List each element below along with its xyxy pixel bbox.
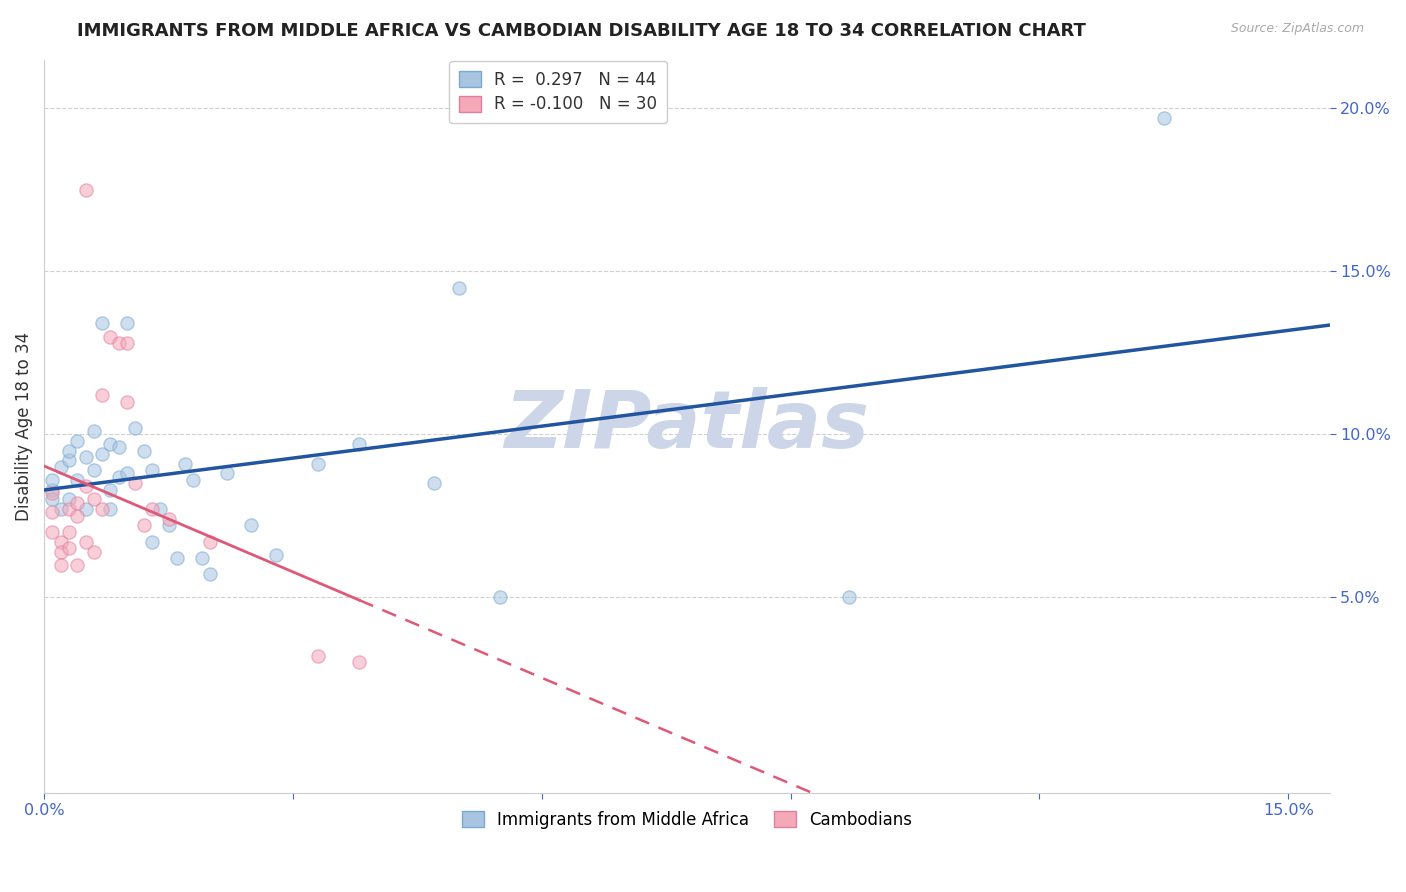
Point	[266, 548, 288, 562]
Point	[107, 440, 129, 454]
Point	[75, 479, 97, 493]
Point	[132, 443, 155, 458]
Point	[58, 443, 80, 458]
Point	[41, 486, 63, 500]
Point	[157, 518, 180, 533]
Point	[132, 518, 155, 533]
Point	[49, 534, 72, 549]
Point	[349, 437, 371, 451]
Point	[124, 421, 146, 435]
Point	[100, 483, 122, 497]
Point	[49, 558, 72, 572]
Point	[307, 457, 329, 471]
Point	[41, 524, 63, 539]
Legend: Immigrants from Middle Africa, Cambodians: Immigrants from Middle Africa, Cambodian…	[456, 805, 918, 836]
Point	[183, 473, 205, 487]
Point	[240, 518, 263, 533]
Point	[100, 437, 122, 451]
Point	[349, 656, 371, 670]
Point	[49, 502, 72, 516]
Point	[83, 492, 105, 507]
Point	[66, 508, 89, 523]
Point	[49, 459, 72, 474]
Point	[198, 567, 221, 582]
Point	[58, 502, 80, 516]
Point	[141, 463, 163, 477]
Point	[41, 492, 63, 507]
Point	[115, 394, 138, 409]
Point	[75, 450, 97, 464]
Point	[91, 388, 114, 402]
Point	[174, 457, 197, 471]
Point	[75, 183, 97, 197]
Point	[83, 424, 105, 438]
Point	[49, 544, 72, 558]
Point	[124, 476, 146, 491]
Point	[107, 469, 129, 483]
Point	[41, 483, 63, 497]
Point	[66, 473, 89, 487]
Point	[100, 502, 122, 516]
Y-axis label: Disability Age 18 to 34: Disability Age 18 to 34	[15, 332, 32, 521]
Point	[58, 492, 80, 507]
Point	[58, 524, 80, 539]
Point	[91, 502, 114, 516]
Point	[41, 506, 63, 520]
Point	[66, 434, 89, 448]
Point	[115, 467, 138, 481]
Point	[107, 336, 129, 351]
Point	[91, 317, 114, 331]
Point	[66, 558, 89, 572]
Point	[423, 476, 446, 491]
Point	[100, 329, 122, 343]
Point	[115, 336, 138, 351]
Point	[1153, 112, 1175, 126]
Point	[447, 280, 470, 294]
Point	[75, 502, 97, 516]
Point	[66, 496, 89, 510]
Point	[58, 541, 80, 556]
Text: IMMIGRANTS FROM MIDDLE AFRICA VS CAMBODIAN DISABILITY AGE 18 TO 34 CORRELATION C: IMMIGRANTS FROM MIDDLE AFRICA VS CAMBODI…	[77, 22, 1087, 40]
Point	[83, 544, 105, 558]
Point	[75, 534, 97, 549]
Point	[838, 590, 860, 604]
Text: ZIPatlas: ZIPatlas	[505, 387, 869, 465]
Point	[307, 648, 329, 663]
Point	[166, 551, 188, 566]
Point	[190, 551, 212, 566]
Point	[489, 590, 512, 604]
Point	[141, 502, 163, 516]
Point	[141, 534, 163, 549]
Point	[149, 502, 172, 516]
Text: Source: ZipAtlas.com: Source: ZipAtlas.com	[1230, 22, 1364, 36]
Point	[157, 512, 180, 526]
Point	[91, 447, 114, 461]
Point	[83, 463, 105, 477]
Point	[115, 317, 138, 331]
Point	[215, 467, 238, 481]
Point	[41, 473, 63, 487]
Point	[58, 453, 80, 467]
Point	[198, 534, 221, 549]
